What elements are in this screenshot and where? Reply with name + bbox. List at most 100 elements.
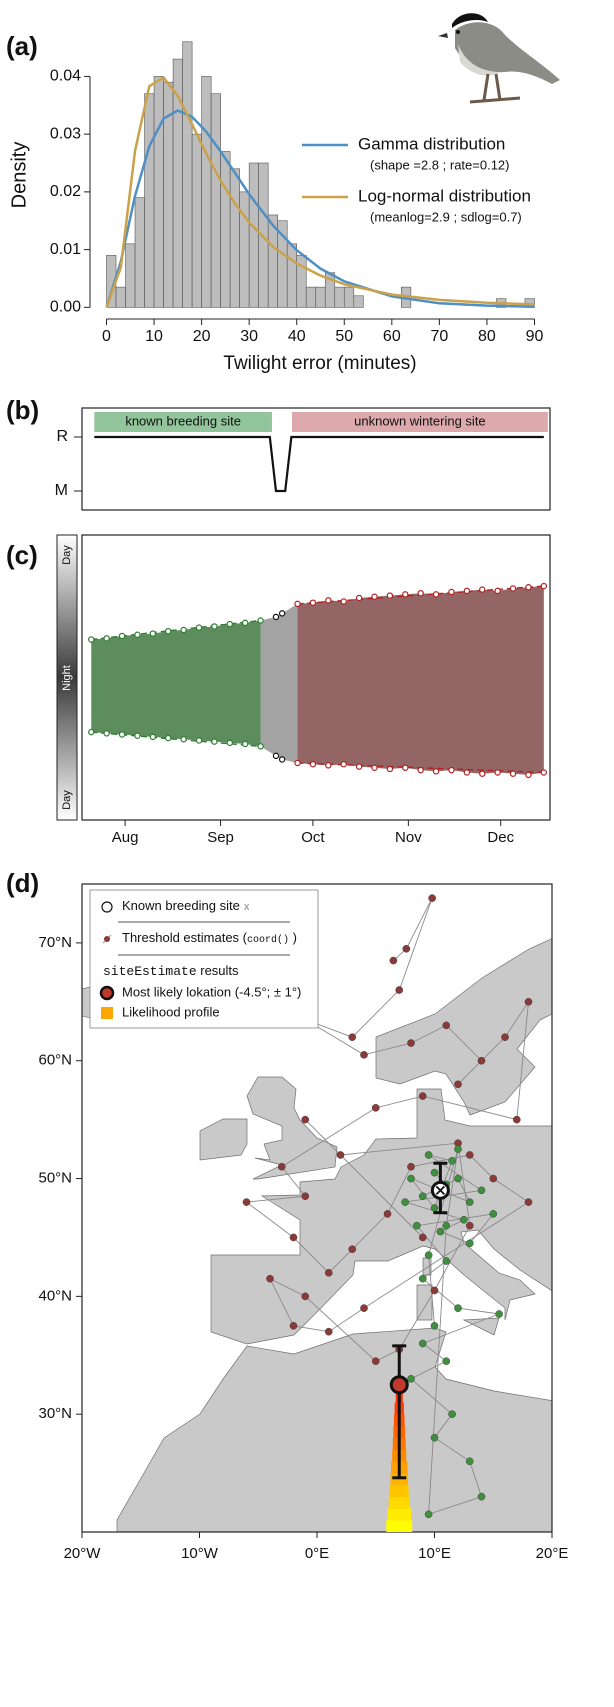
twilight-point: [103, 635, 110, 642]
threshold-estimate: [389, 956, 398, 965]
threshold-estimate: [418, 1339, 427, 1348]
threshold-estimate: [407, 1162, 415, 1171]
x-tick-label: 40: [288, 328, 306, 345]
twilight-point: [340, 760, 347, 768]
likelihood-bin: [386, 1520, 413, 1532]
legend-entry: Known breeding site x: [122, 898, 250, 913]
legend-entry: Threshold estimates (coord() ): [122, 930, 297, 945]
legend-entry: Likelihood profile: [122, 1004, 220, 1019]
twilight-point: [241, 619, 249, 627]
threshold-estimate: [336, 1151, 345, 1159]
twilight-point: [371, 593, 378, 600]
twilight-point: [417, 589, 424, 597]
gradient-label: Day: [61, 790, 73, 810]
legend-text: Known breeding site: [122, 898, 240, 913]
twilight-point: [278, 610, 286, 617]
bird-belly: [458, 44, 500, 76]
histogram-bar: [210, 93, 221, 308]
twilight-point: [417, 766, 424, 774]
twilight-point: [195, 737, 203, 744]
threshold-estimate: [465, 1239, 474, 1248]
threshold-estimate: [501, 1033, 509, 1041]
x-tick-label: Dec: [487, 829, 514, 846]
histogram-bar: [144, 93, 155, 308]
threshold-estimate: [383, 1210, 392, 1218]
twilight-point: [134, 631, 141, 638]
x-tick-label: 20°W: [64, 1545, 102, 1562]
y-tick-label: M: [55, 482, 68, 499]
legend-entry: Log-normal distribution: [358, 186, 531, 205]
track-line: [245, 897, 530, 1362]
likelihood-bin: [389, 1484, 409, 1498]
x-tick-label: 50: [335, 328, 353, 345]
threshold-estimate: [477, 1056, 486, 1065]
twilight-point: [371, 764, 378, 771]
x-tick-label: 0: [102, 328, 111, 345]
threshold-estimate: [477, 1492, 486, 1501]
threshold-estimate: [428, 894, 436, 902]
y-tick-label: 70°N: [38, 934, 72, 951]
twilight-point: [448, 766, 455, 774]
threshold-estimate: [442, 1357, 451, 1365]
y-tick-label: 0.01: [50, 241, 81, 258]
legend-text: siteEstimate: [103, 964, 197, 979]
threshold-estimate: [418, 1192, 427, 1201]
twilight-point: [540, 582, 548, 590]
x-tick-label: 20: [193, 328, 211, 345]
y-tick-label: 50°N: [38, 1170, 72, 1187]
threshold-estimate: [430, 1433, 439, 1442]
twilight-point: [278, 756, 286, 763]
histogram-bar: [125, 243, 136, 308]
histogram-bar: [229, 168, 240, 308]
africa: [116, 1327, 552, 1532]
bird-illustration: [438, 13, 560, 104]
threshold-estimate: [402, 945, 411, 953]
threshold-estimate: [512, 1115, 521, 1124]
legend-note: (meanlog=2.9 ; sdlog=0.7): [370, 209, 522, 224]
twilight-point: [355, 763, 363, 770]
twilight-point: [272, 752, 280, 760]
night-area: [297, 586, 544, 775]
histogram-bar: [115, 286, 126, 308]
legend-entry: Most likely lokation (-4.5°; ± 1°): [122, 984, 301, 999]
threshold-estimate: [465, 1198, 474, 1206]
threshold-estimate: [371, 1104, 380, 1112]
twilight-point: [88, 636, 95, 643]
legend-text: x: [244, 901, 250, 913]
most-likely-location: [389, 1375, 409, 1395]
twilight-point: [463, 769, 471, 776]
legend-note: (shape =2.8 ; rate=0.12): [370, 157, 509, 172]
threshold-estimate: [442, 1221, 451, 1230]
y-tick-label: 60°N: [38, 1052, 72, 1069]
twilight-point: [294, 759, 301, 767]
threshold-estimate: [301, 1292, 310, 1301]
panel-b-frame: [81, 407, 551, 511]
day-night-bar: [56, 534, 78, 821]
threshold-estimate: [460, 1215, 468, 1224]
gradient-label: Day: [61, 545, 73, 565]
threshold-estimate: [418, 1233, 427, 1242]
night-area: [260, 603, 298, 763]
great-britain: [246, 1076, 338, 1180]
twilight-point: [340, 598, 347, 605]
twilight-point: [226, 620, 233, 628]
threshold-estimate: [465, 1457, 474, 1466]
y-tick-label: 0.04: [50, 68, 81, 85]
bird-eye: [456, 30, 460, 34]
twilight-point: [309, 760, 317, 768]
period-band: [94, 412, 272, 432]
threshold-estimate: [413, 1221, 421, 1230]
twilight-point: [463, 587, 471, 595]
state-line: [94, 435, 544, 493]
threshold-estimate: [348, 1245, 357, 1254]
twilight-point: [257, 743, 264, 750]
twilight-point: [149, 733, 157, 741]
twilight-point: [325, 597, 332, 604]
legend-entry: Gamma distribution: [358, 134, 505, 153]
threshold-estimate: [524, 1198, 533, 1206]
twilight-point: [309, 599, 317, 606]
twilight-point: [448, 588, 455, 596]
threshold-estimate: [277, 1162, 286, 1171]
panel-label: (c): [6, 540, 38, 570]
